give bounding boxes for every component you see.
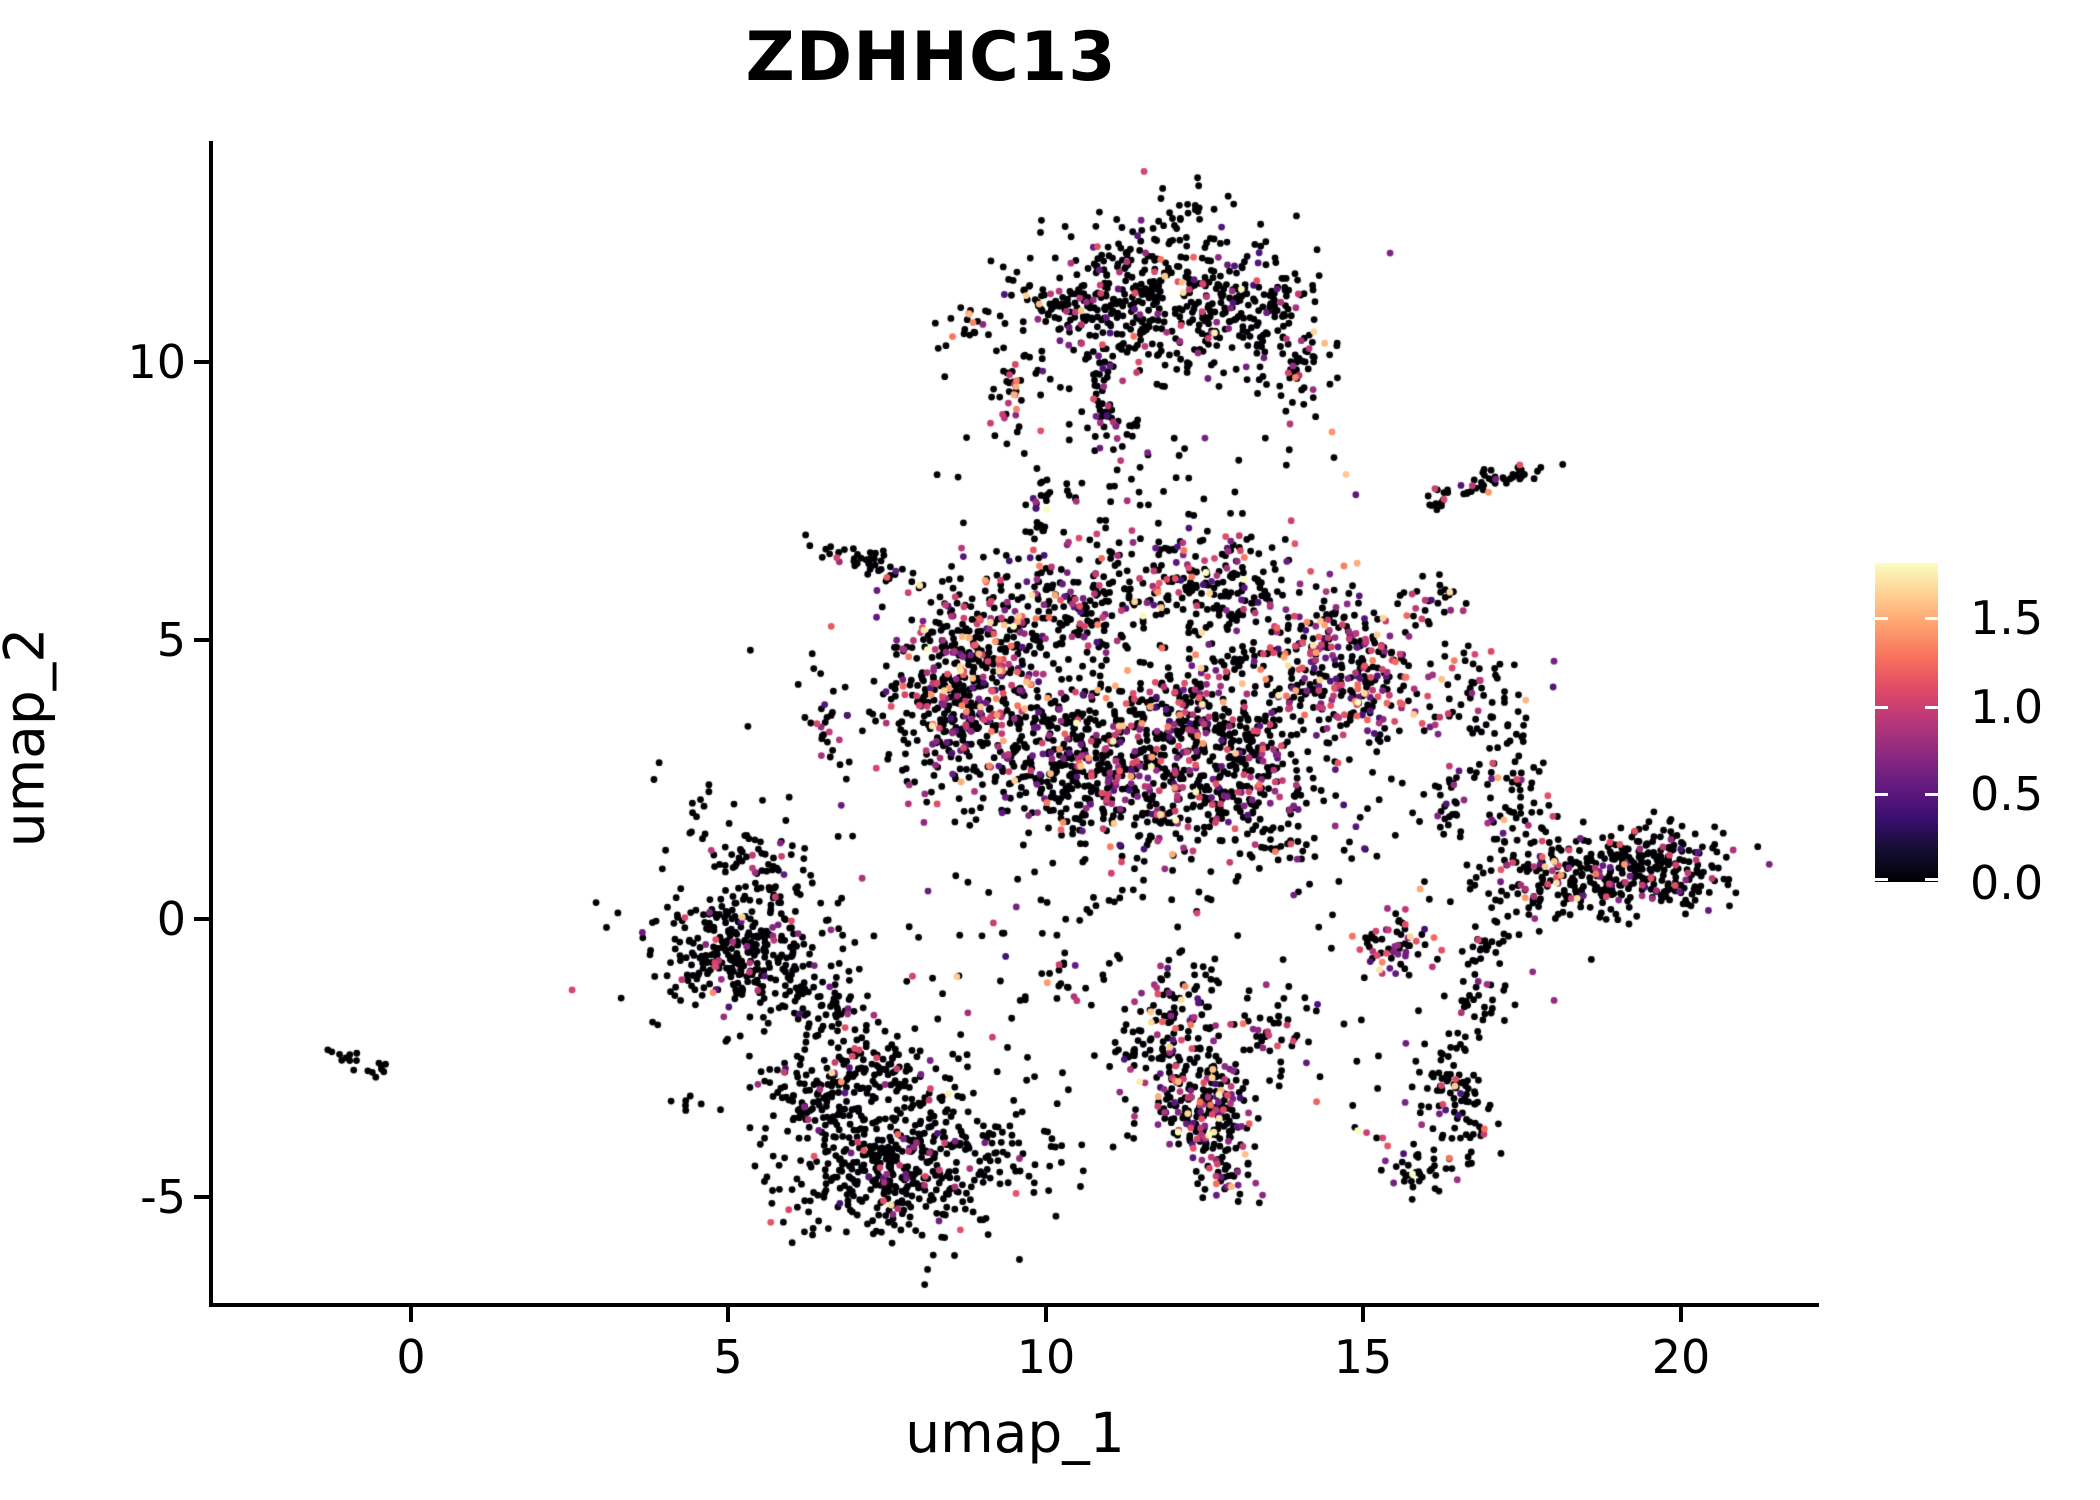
x-axis-label: umap_1 (905, 1401, 1125, 1465)
colorbar-tick-0_5-left (1875, 793, 1888, 796)
x-tick-10 (1044, 1307, 1048, 1322)
y-tick-label: 5 (156, 613, 186, 667)
x-tick-label: 20 (1651, 1330, 1711, 1384)
y-tick-label: 10 (127, 335, 186, 389)
y-tick-10 (194, 360, 209, 364)
colorbar-tick-0_0-left (1875, 878, 1888, 881)
y-tick-label: 0 (156, 892, 186, 946)
x-tick-0 (409, 1307, 413, 1322)
colorbar-label: 0.5 (1970, 767, 2044, 821)
colorbar-tick-1_5-left (1875, 617, 1888, 620)
y-axis-line (209, 141, 213, 1307)
colorbar-label: 1.0 (1970, 680, 2044, 734)
y-tick-label: -5 (140, 1170, 186, 1224)
colorbar-tick-0_5-right (1925, 793, 1938, 796)
x-tick-15 (1361, 1307, 1365, 1322)
colorbar-tick-1_0-left (1875, 706, 1888, 709)
y-tick-0 (194, 917, 209, 921)
colorbar-label: 1.5 (1970, 591, 2044, 645)
x-axis-line (209, 1303, 1819, 1307)
y-axis-label: umap_2 (0, 627, 57, 848)
colorbar-label: 0.0 (1970, 856, 2044, 910)
colorbar-tick-1_0-right (1925, 706, 1938, 709)
x-tick-label: 5 (713, 1330, 743, 1384)
y-tick-m5 (194, 1195, 209, 1199)
x-tick-5 (726, 1307, 730, 1322)
x-tick-label: 10 (1016, 1330, 1076, 1384)
x-tick-label: 15 (1333, 1330, 1393, 1384)
colorbar-tick-1_5-right (1925, 617, 1938, 620)
x-tick-20 (1679, 1307, 1683, 1322)
colorbar-tick-0_0-right (1925, 878, 1938, 881)
plot-title: ZDHHC13 (745, 18, 1117, 97)
expression-colorbar (1875, 563, 1938, 882)
x-tick-label: 0 (396, 1330, 426, 1384)
y-tick-5 (194, 638, 209, 642)
